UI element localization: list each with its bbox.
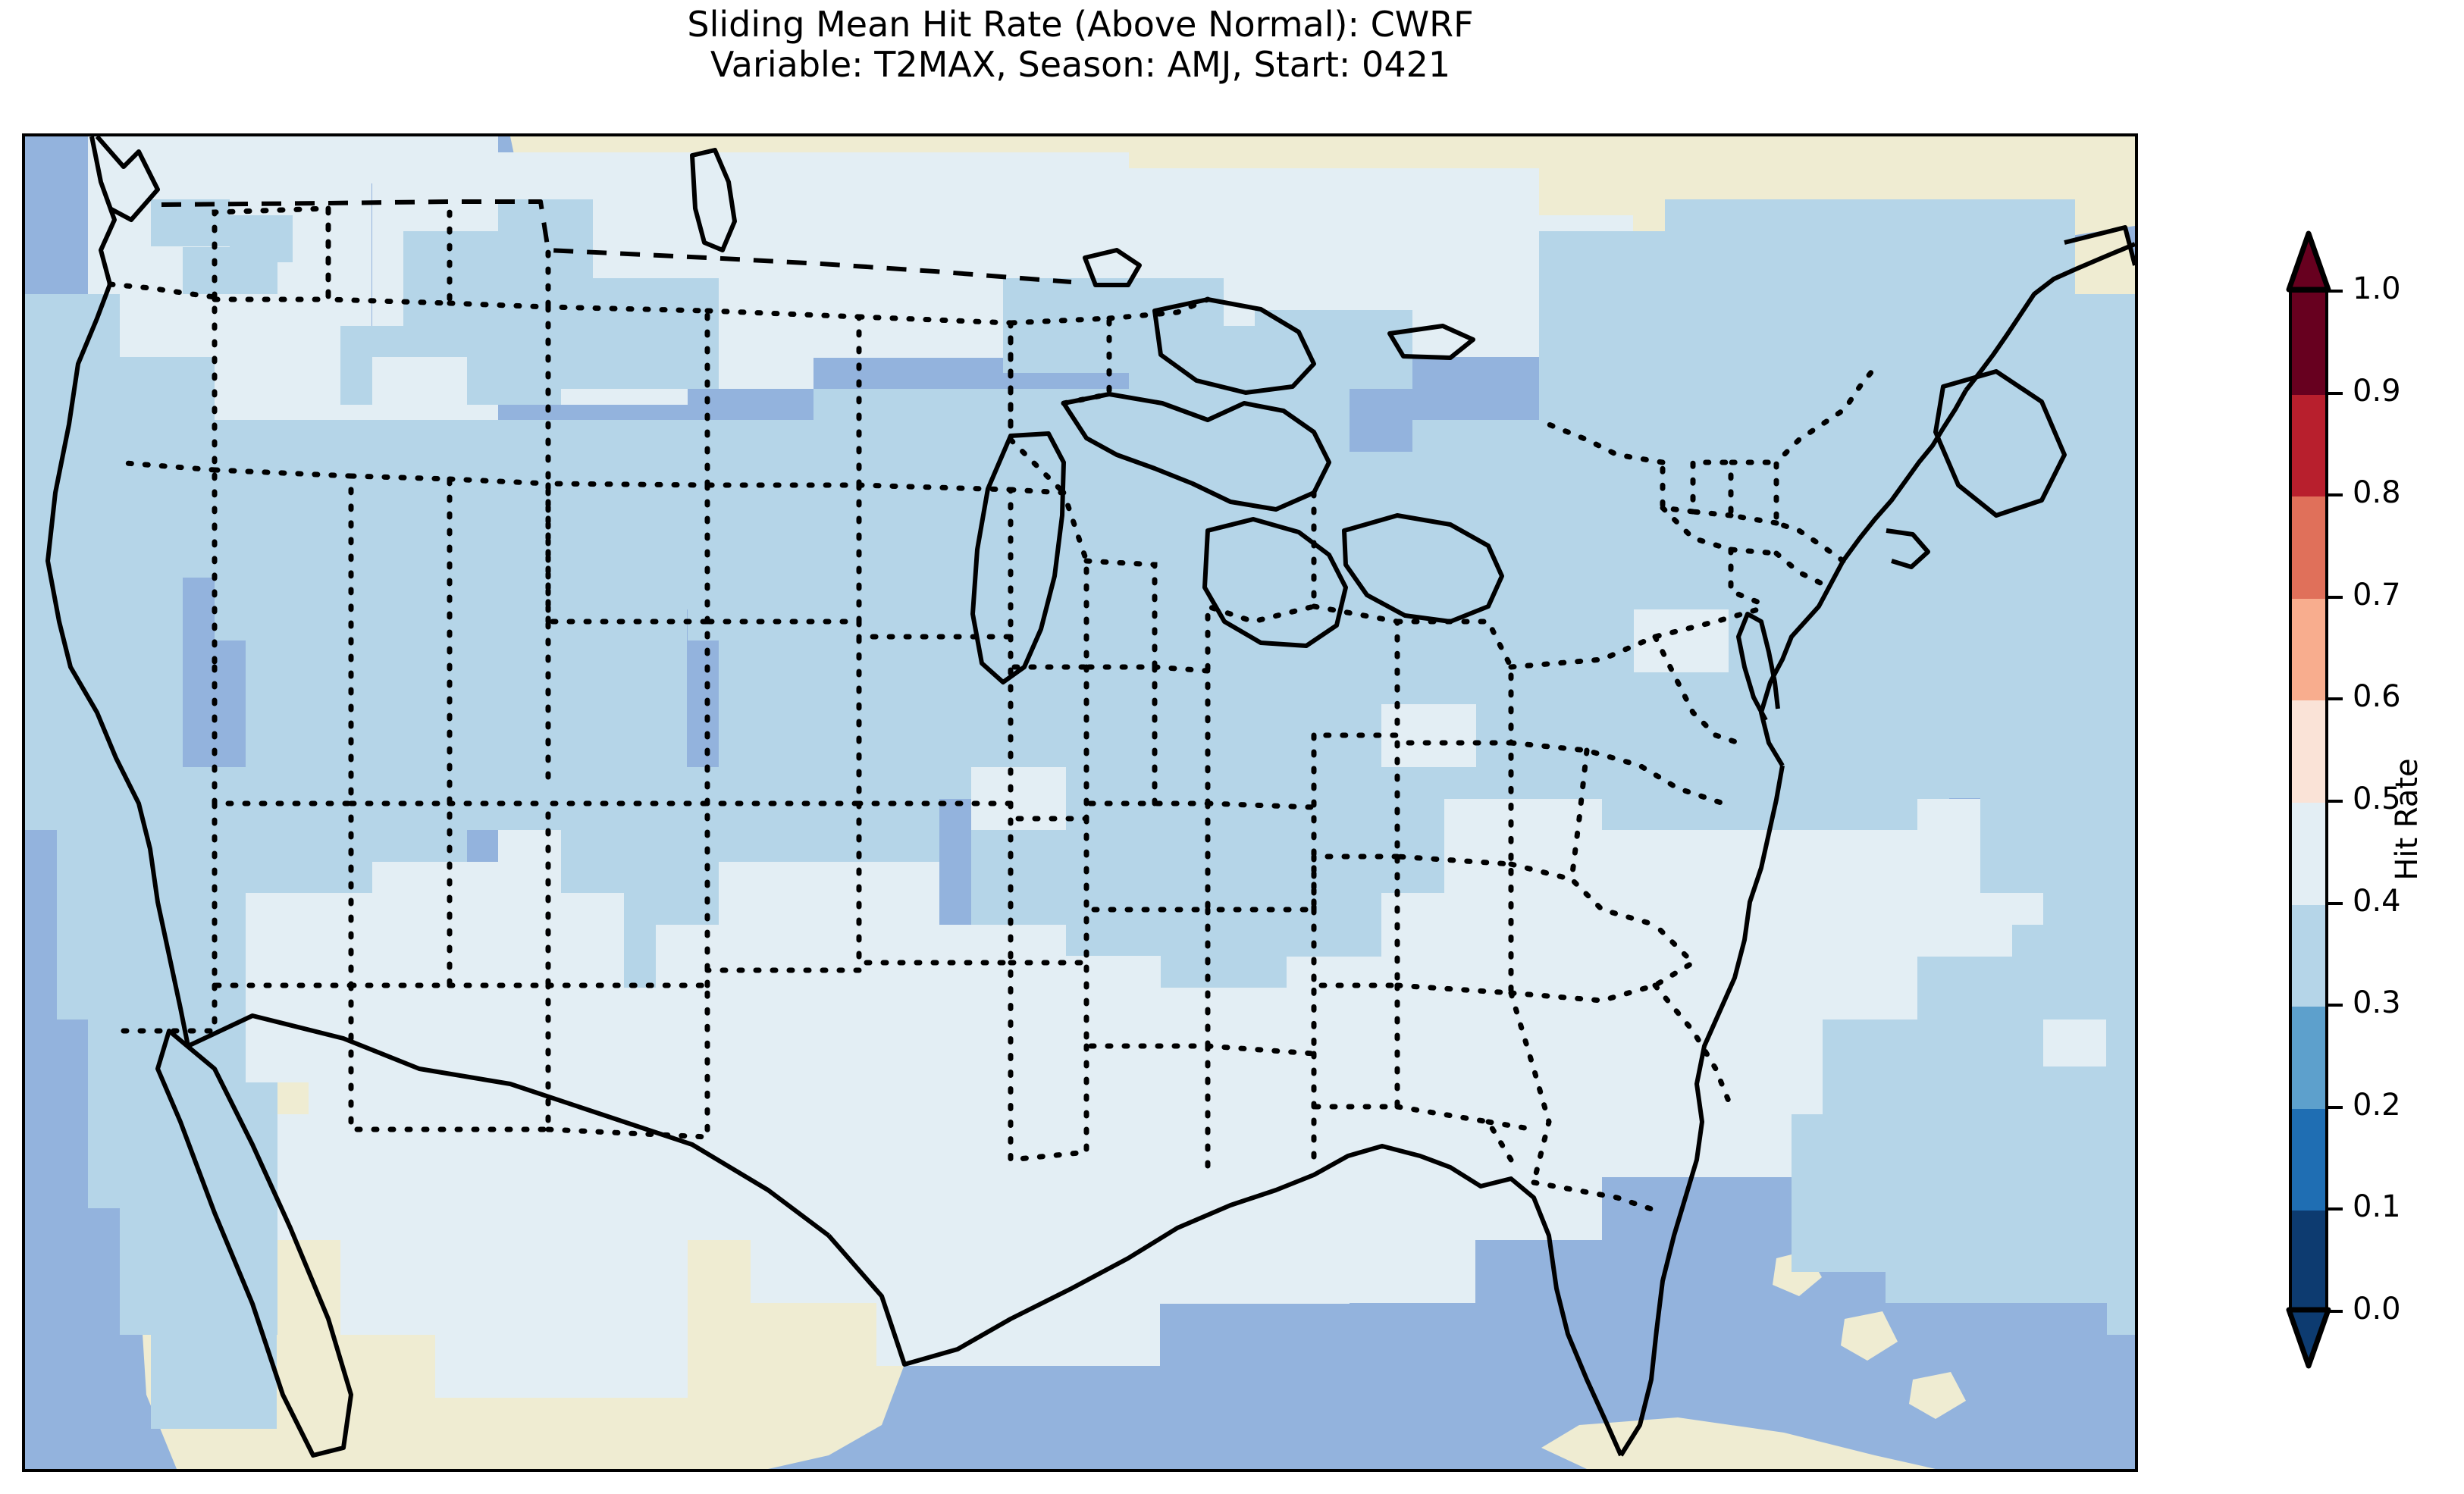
hit-rate-grid-layer	[25, 136, 2135, 1469]
colorbar-tick-mark	[2328, 290, 2343, 293]
hit-rate-grid-cell	[2107, 1177, 2135, 1335]
hit-rate-grid-cell	[183, 247, 277, 294]
colorbar-tick-label: 0.4	[2353, 883, 2401, 919]
colorbar-tick-mark	[2328, 595, 2343, 599]
colorbar-under-arrow	[2286, 1307, 2331, 1369]
colorbar-bands	[2289, 290, 2328, 1314]
hit-rate-grid-cell	[498, 420, 688, 609]
colorbar-tick-mark	[2328, 1105, 2343, 1109]
colorbar-tick-label: 1.0	[2353, 271, 2401, 306]
colorbar-band	[2292, 1108, 2325, 1211]
colorbar-tick-label: 0.9	[2353, 373, 2401, 409]
hit-rate-grid-cell	[277, 1114, 435, 1240]
colorbar-tick-label: 0.0	[2353, 1292, 2401, 1326]
bahamas-3	[1909, 1372, 1966, 1419]
colorbar-ticks: 1.0 0.9 0.8 0.7 0.6 0.5 0.4 0.3 0.2 0.1 0.0	[2328, 233, 2464, 1367]
colorbar-tick-mark	[2328, 493, 2343, 497]
hit-rate-grid-cell	[2043, 1019, 2106, 1066]
hit-rate-grid-cell	[151, 199, 230, 246]
colorbar-over-arrow	[2286, 230, 2331, 293]
hit-rate-grid-cell	[372, 357, 467, 420]
colorbar-tick-mark	[2328, 1310, 2343, 1313]
colorbar[interactable]: 1.0 0.9 0.8 0.7 0.6 0.5 0.4 0.3 0.2 0.1 0.0	[2286, 230, 2401, 1369]
colorbar-band	[2292, 598, 2325, 701]
colorbar-axis-label: Hit Rate	[2390, 758, 2425, 881]
hit-rate-grid-cell	[656, 925, 782, 1051]
boundary-layer	[45, 136, 2135, 1458]
colorbar-tick-label: 0.7	[2353, 577, 2401, 612]
hit-rate-grid-cell	[1381, 988, 1539, 1082]
colorbar-tick-label: 0.5	[2353, 781, 2401, 816]
hit-rate-grid-cell	[971, 830, 1097, 925]
state-boundaries	[107, 205, 1878, 1216]
colorbar-band	[2292, 803, 2325, 906]
hit-rate-grid-cell	[57, 389, 215, 515]
colorbar-tick-mark	[2328, 901, 2343, 905]
hit-rate-grid-cell	[876, 1240, 1160, 1366]
colorbar-band	[2292, 293, 2325, 396]
colorbar-band	[2292, 1007, 2325, 1110]
colorbar-tick-label: 0.1	[2353, 1189, 2401, 1225]
title-line-2: Variable: T2MAX, Season: AMJ, Start: 042…	[710, 44, 1451, 86]
colorbar-tick-mark	[2328, 1004, 2343, 1007]
colorbar-band	[2292, 700, 2325, 803]
colorbar-tick-mark	[2328, 1207, 2343, 1211]
colorbar-band	[2292, 394, 2325, 497]
figure-title: Sliding Mean Hit Rate (Above Normal): CW…	[0, 4, 2161, 86]
colorbar-tick-label: 0.2	[2353, 1087, 2401, 1123]
colorbar-tick-mark	[2328, 800, 2343, 803]
colorbar-tick-label: 0.8	[2353, 475, 2401, 511]
hit-rate-grid-cell	[25, 294, 120, 389]
colorbar-band	[2292, 904, 2325, 1007]
bahamas-2	[1841, 1311, 1898, 1361]
colorbar-band	[2292, 1211, 2325, 1314]
title-line-1: Sliding Mean Hit Rate (Above Normal): CW…	[687, 4, 1474, 45]
colorbar-tick-label: 0.6	[2353, 679, 2401, 715]
hit-rate-grid-cell	[151, 1303, 277, 1429]
colorbar-tick-mark	[2328, 697, 2343, 701]
hit-rate-grid-cell	[719, 326, 813, 389]
hit-rate-grid-cell	[1792, 1114, 1981, 1272]
cuba-landmass	[1541, 1417, 1936, 1469]
colorbar-tick-label: 0.3	[2353, 985, 2401, 1021]
colorbar-band	[2292, 496, 2325, 600]
hit-rate-grid-cell	[1854, 515, 2012, 672]
coastlines	[45, 136, 2135, 1458]
map-panel[interactable]	[22, 133, 2138, 1472]
hit-rate-grid-cell	[1634, 609, 1729, 672]
colorbar-tick-mark	[2328, 391, 2343, 395]
hit-rate-grid-cell	[435, 1240, 688, 1398]
map-canvas	[25, 136, 2135, 1469]
